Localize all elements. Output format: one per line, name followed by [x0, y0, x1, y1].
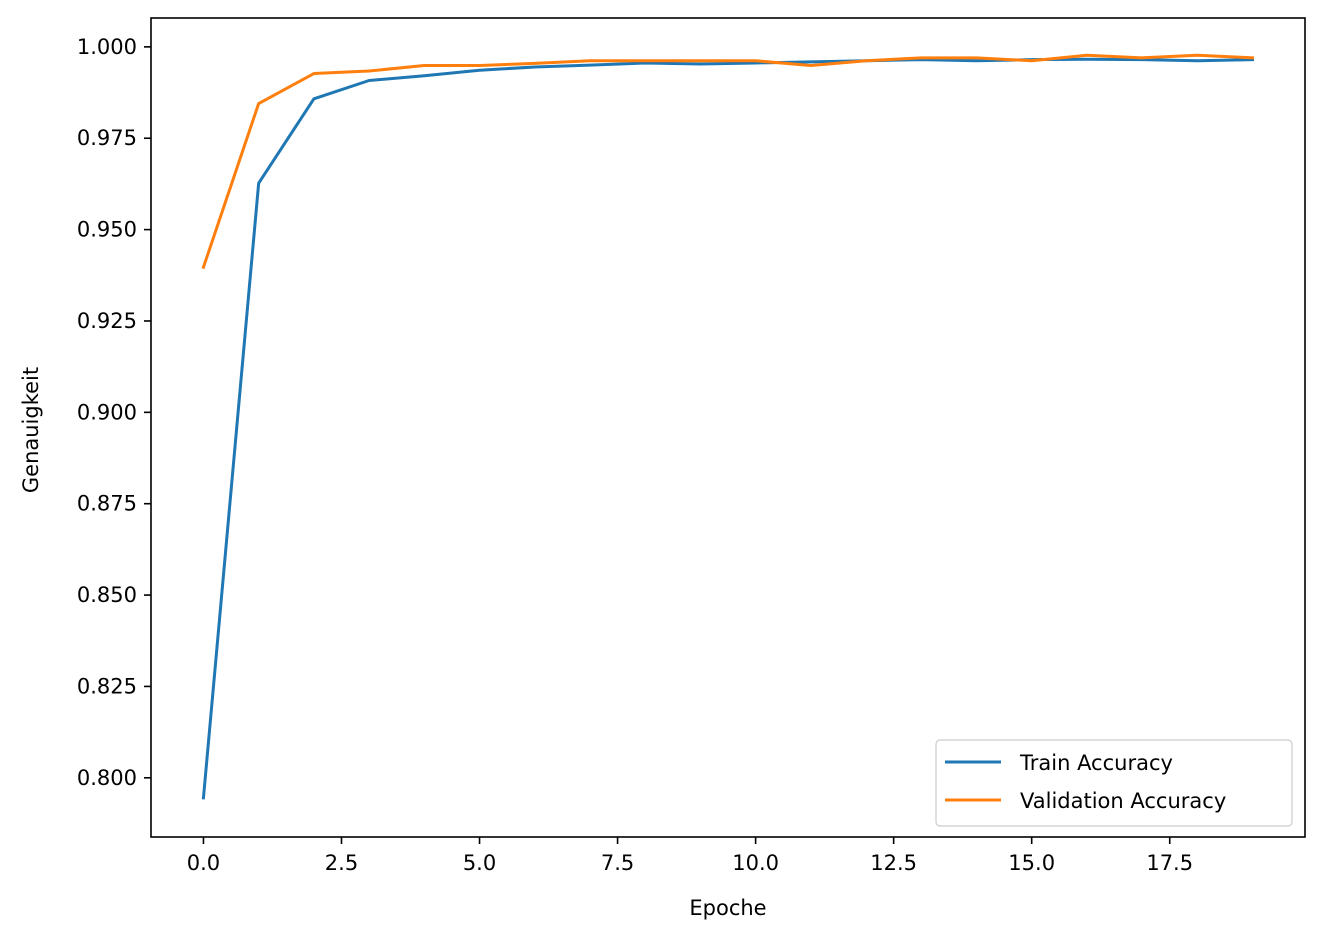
- legend-box: [935, 739, 1293, 827]
- legend: Train Accuracy Validation Accuracy: [935, 739, 1293, 827]
- x-axis-title: Epoche: [689, 896, 766, 920]
- x-tick-label: 5.0: [463, 851, 496, 875]
- plot-frame: [150, 17, 1306, 838]
- x-tick-label: 17.5: [1146, 851, 1193, 875]
- series-layer: [201, 53, 1255, 800]
- y-tick-label: 0.800: [77, 766, 137, 790]
- y-tick-label: 0.900: [77, 400, 137, 424]
- legend-label-validation: Validation Accuracy: [1020, 789, 1226, 813]
- x-tick-label: 2.5: [325, 851, 358, 875]
- x-tick-label: 0.0: [187, 851, 220, 875]
- series-line-train-accuracy: [201, 57, 1255, 800]
- y-tick-label: 0.975: [77, 126, 137, 150]
- x-tick-label: 10.0: [732, 851, 779, 875]
- x-axis: 0.0 2.5 5.0 7.5 10.0 12.5 15.0 17.5: [187, 837, 1193, 875]
- y-tick-label: 0.875: [77, 492, 137, 516]
- y-tick-label: 0.825: [77, 674, 137, 698]
- y-tick-label: 0.850: [77, 583, 137, 607]
- y-axis-title: Genauigkeit: [19, 367, 43, 493]
- series-line-validation-accuracy: [201, 53, 1255, 270]
- y-tick-label: 1.000: [77, 35, 137, 59]
- x-tick-label: 12.5: [870, 851, 917, 875]
- y-axis: 0.800 0.825 0.850 0.875 0.900 0.925 0.950 0.975…: [77, 35, 151, 790]
- x-tick-label: 7.5: [601, 851, 634, 875]
- y-tick-label: 0.950: [77, 218, 137, 242]
- legend-label-train: Train Accuracy: [1019, 751, 1173, 775]
- y-tick-label: 0.925: [77, 309, 137, 333]
- x-tick-label: 15.0: [1008, 851, 1055, 875]
